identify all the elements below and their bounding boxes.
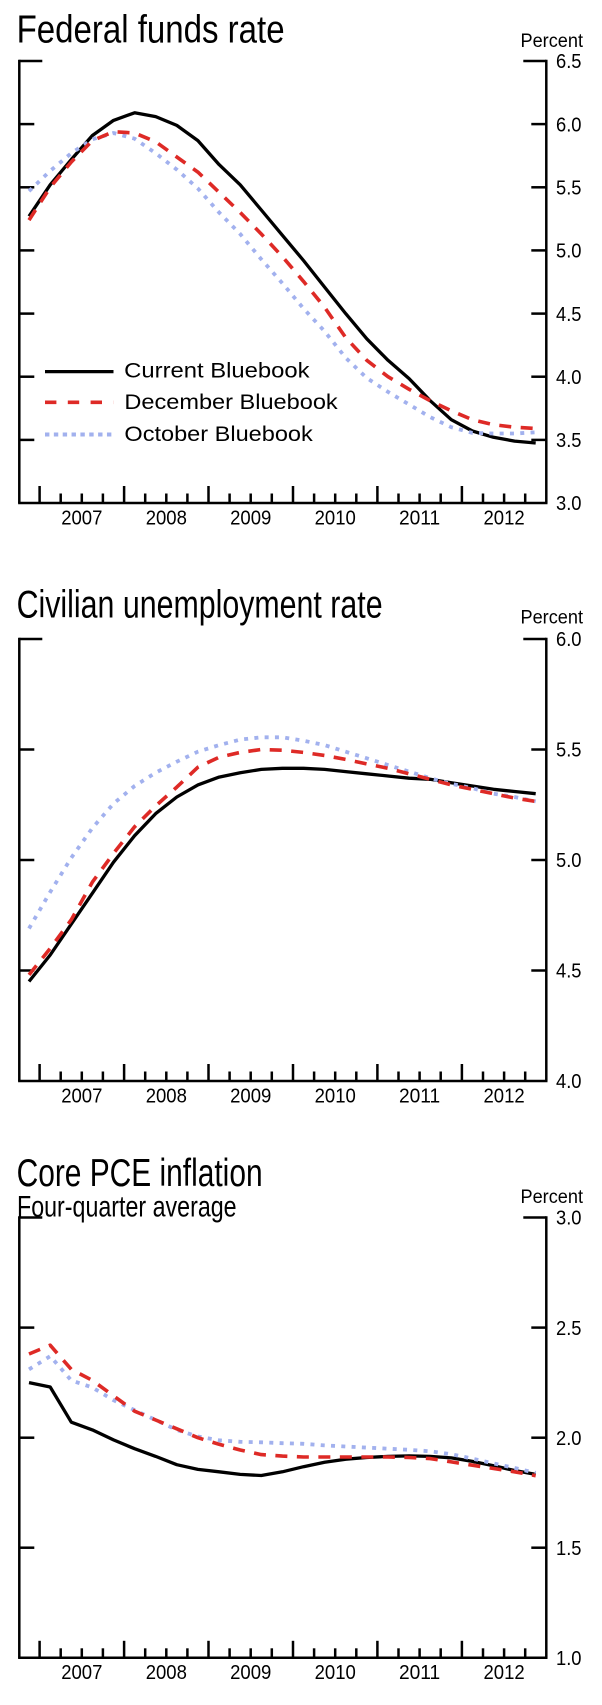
svg-text:2010: 2010 xyxy=(315,1085,356,1107)
svg-text:December Bluebook: December Bluebook xyxy=(124,390,338,414)
svg-text:2010: 2010 xyxy=(315,1662,356,1684)
svg-text:4.5: 4.5 xyxy=(556,304,582,326)
svg-text:4.0: 4.0 xyxy=(556,367,582,389)
svg-text:2009: 2009 xyxy=(230,507,271,529)
svg-text:2007: 2007 xyxy=(61,1662,102,1684)
svg-text:3.0: 3.0 xyxy=(556,493,582,515)
svg-text:Percent: Percent xyxy=(521,1186,584,1208)
svg-text:5.0: 5.0 xyxy=(556,850,582,872)
svg-text:2011: 2011 xyxy=(399,1662,440,1684)
svg-text:2008: 2008 xyxy=(146,507,187,529)
svg-text:Four-quarter average: Four-quarter average xyxy=(17,1191,237,1224)
svg-text:1.0: 1.0 xyxy=(556,1648,582,1670)
svg-text:3.0: 3.0 xyxy=(556,1208,582,1230)
svg-text:2008: 2008 xyxy=(146,1662,187,1684)
svg-text:6.0: 6.0 xyxy=(556,114,582,136)
svg-text:2011: 2011 xyxy=(399,507,440,529)
svg-text:2012: 2012 xyxy=(484,507,525,529)
svg-text:5.0: 5.0 xyxy=(556,241,582,263)
svg-text:2007: 2007 xyxy=(61,507,102,529)
svg-text:2012: 2012 xyxy=(484,1662,525,1684)
svg-text:6.5: 6.5 xyxy=(556,51,582,73)
svg-text:6.0: 6.0 xyxy=(556,629,582,651)
svg-text:Core PCE inflation: Core PCE inflation xyxy=(17,1152,263,1195)
svg-text:2.5: 2.5 xyxy=(556,1318,582,1340)
svg-text:1.5: 1.5 xyxy=(556,1538,582,1560)
svg-text:2012: 2012 xyxy=(484,1085,525,1107)
svg-text:Federal funds rate: Federal funds rate xyxy=(17,9,285,52)
svg-text:Civilian unemployment rate: Civilian unemployment rate xyxy=(17,584,383,627)
svg-text:Percent: Percent xyxy=(521,30,584,52)
svg-text:5.5: 5.5 xyxy=(556,740,582,762)
svg-text:4.0: 4.0 xyxy=(556,1071,582,1093)
svg-text:2007: 2007 xyxy=(61,1085,102,1107)
svg-text:2008: 2008 xyxy=(146,1085,187,1107)
svg-text:2010: 2010 xyxy=(315,507,356,529)
svg-text:5.5: 5.5 xyxy=(556,178,582,200)
svg-text:2.0: 2.0 xyxy=(556,1428,582,1450)
svg-text:October Bluebook: October Bluebook xyxy=(124,422,313,446)
svg-text:4.5: 4.5 xyxy=(556,961,582,983)
svg-text:2011: 2011 xyxy=(399,1085,440,1107)
svg-text:2009: 2009 xyxy=(230,1662,271,1684)
svg-text:2009: 2009 xyxy=(230,1085,271,1107)
svg-text:Current Bluebook: Current Bluebook xyxy=(124,359,310,383)
svg-text:3.5: 3.5 xyxy=(556,430,582,452)
svg-text:Percent: Percent xyxy=(521,607,584,629)
